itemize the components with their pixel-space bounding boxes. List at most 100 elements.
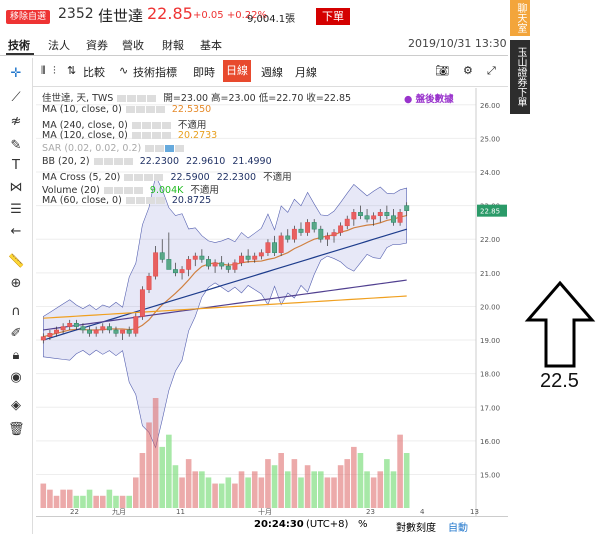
percent-toggle[interactable]: % [358,519,368,530]
x-tick-label: 11 [176,508,185,516]
candle-body [80,326,86,331]
volume-bar [390,471,397,508]
indicators-button[interactable]: 技術指標 [133,66,177,79]
fullscreen-icon[interactable]: ⤢ [487,64,496,77]
volume-bar [225,477,232,508]
indicators-icon[interactable]: ∿ [119,64,129,77]
month-button[interactable]: 月線 [295,66,317,79]
tab-technical[interactable]: 技術 [8,39,30,52]
volume-bar [93,495,99,508]
candle-body [206,259,211,267]
magnet-icon[interactable]: ∩ [11,304,21,319]
day-button[interactable]: 日線 [223,60,251,82]
legend-ma10-label: MA (10, close, 0) [42,104,122,115]
candle-body [192,255,198,260]
layers-icon[interactable]: ◈ [11,398,21,413]
parallel-lines-icon[interactable]: ≉ [10,114,22,129]
chart-canvas: 26.0025.0024.0023.0022.0021.0020.0019.00… [36,88,507,516]
volume-bar [40,483,47,508]
crosshair-icon[interactable]: ✛ [10,66,22,81]
fib-icon[interactable]: ☰ [10,202,22,217]
candle-body [364,215,370,220]
y-tick-label: 18.00 [480,371,500,379]
week-button[interactable]: 週線 [261,66,283,79]
clock-time: 20:24:30 [254,519,304,530]
y-tick-label: 25.00 [480,135,500,143]
tab-institutional[interactable]: 法人 [48,39,70,52]
price-chart[interactable]: 26.0025.0024.0023.0022.0021.0020.0019.00… [36,88,508,534]
candle-body [100,326,106,331]
timezone[interactable]: (UTC+8) [306,519,349,530]
text-icon[interactable]: T [12,158,20,173]
intraday-button[interactable]: 即時 [193,66,215,79]
volume-bar [298,477,304,508]
tab-revenue[interactable]: 營收 [122,39,144,52]
ruler-icon[interactable]: 📏 [8,254,25,269]
pattern-icon[interactable]: ⋈ [9,180,23,195]
tab-basic[interactable]: 基本 [200,39,222,52]
volume-bar [172,465,179,508]
trash-icon[interactable]: 🗑︎ [8,422,25,437]
candle-body [40,336,46,341]
back-arrow-icon[interactable]: ← [10,224,22,239]
legend-bb[interactable]: BB (20, 2) 22.2300 22.9610 21.4990 [42,156,272,167]
volume-bar [284,471,291,508]
pencil-lock-icon[interactable]: ✐ [10,326,22,341]
candle-body [404,205,410,211]
legend-sar[interactable]: SAR (0.02, 0.02, 0.2) [42,143,185,154]
legend-ma120-label: MA (120, close, 0) [42,130,128,141]
zoom-in-icon[interactable]: ⊕ [10,276,22,291]
brush-icon[interactable]: ✎ [10,138,22,153]
legend-volume[interactable]: Volume (20) 9.004K 不適用 [42,182,219,196]
candle-body [377,212,383,216]
eye-icon[interactable]: ◉ [10,370,22,385]
candle-body [285,235,291,240]
volume-bar [192,471,199,508]
chatroom-button[interactable]: 聊天室 [510,0,530,36]
auto-scale-toggle[interactable]: 自動 [448,523,468,534]
candle-body [199,255,205,260]
legend-ma60[interactable]: MA (60, close, 0) 20.8725 [42,195,211,206]
lock-icon[interactable]: 🔒︎ [12,348,20,363]
tab-financials[interactable]: 財報 [162,39,184,52]
y-tick-label: 26.00 [480,102,500,110]
settings-icon[interactable]: ⚙ [463,64,473,77]
legend-ma120[interactable]: MA (120, close, 0) 20.2733 [42,130,217,141]
candle-body [239,255,244,264]
remove-watchlist-button[interactable]: 移除自選 [6,10,50,24]
log-scale-toggle[interactable]: 對數刻度 [396,523,436,534]
candle-body [139,289,145,317]
legend-macross-v3: 不適用 [263,172,292,183]
volume-bar [397,434,403,508]
legend-ma10[interactable]: MA (10, close, 0) 22.5350 [42,104,211,115]
trendline-icon[interactable]: ⟋ [11,90,21,105]
interval-icon[interactable]: ⫴ [41,64,46,77]
camera-icon[interactable]: 📷︎ [435,64,449,77]
tab-margin[interactable]: 資券 [86,39,108,52]
order-button[interactable]: 下單 [316,8,350,25]
y-tick-label: 21.00 [480,270,500,278]
compare-button[interactable]: 比較 [83,66,105,79]
volume-bar [47,489,53,508]
candle-body [54,329,59,334]
volume-bar [364,471,370,508]
stock-code: 2352 [58,6,94,22]
volume-bar [291,459,298,508]
legend-macross[interactable]: MA Cross (5, 20) 22.5900 22.2300 不適用 [42,169,292,183]
volume-bar [106,489,113,508]
bollinger-band [43,175,407,449]
candle-body [179,269,185,274]
volume-bar [152,398,159,508]
volume-bar [113,495,119,508]
broker-order-button[interactable]: 玉山證券下單 [510,40,530,114]
annotation-value: 22.5 [540,370,579,392]
active-tab-indicator [6,53,34,55]
legend-volume-v2: 不適用 [190,185,219,196]
volume-bar [278,453,284,508]
compare-icon[interactable]: ⇅ [67,64,77,77]
drawing-toolbar: ✛ ⟋ ≉ ✎ T ⋈ ☰ ← 📏 ⊕ ∩ ✐ 🔒︎ ◉ ◈ 🗑︎ [0,58,33,534]
after-hours-toggle[interactable]: ● 盤後數據 [404,94,454,105]
volume-bar [337,465,344,508]
candles-icon[interactable]: ⫶ [53,64,56,77]
legend-ma240[interactable]: MA (240, close, 0) 不適用 [42,117,206,131]
